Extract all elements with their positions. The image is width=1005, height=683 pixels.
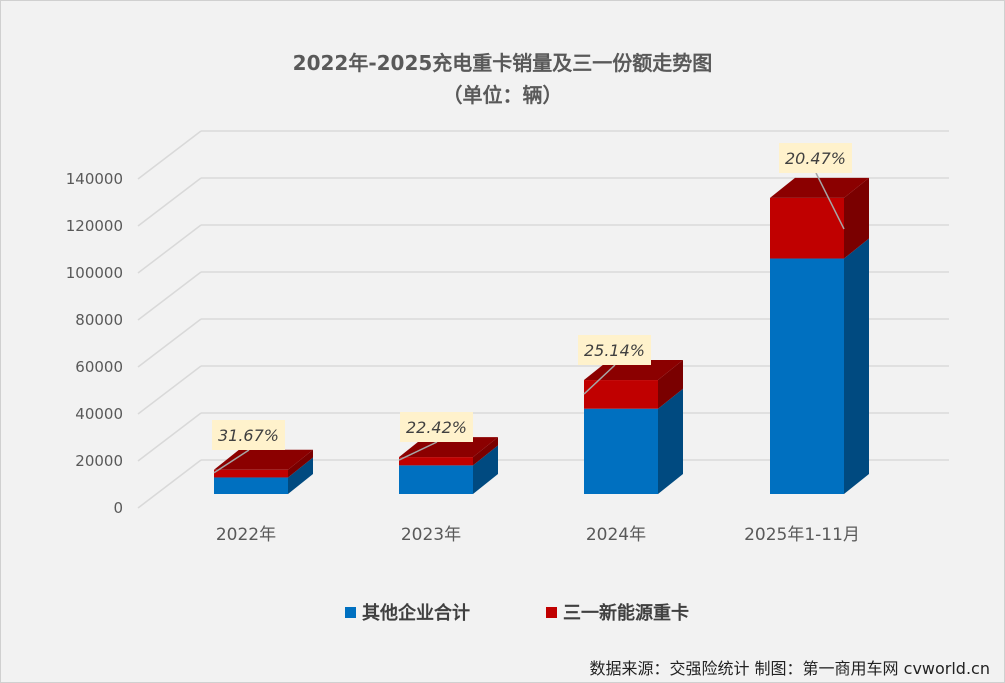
y-tick-label: 140000: [66, 170, 123, 188]
bar-side: [658, 388, 683, 494]
bar-top: [584, 360, 683, 381]
floor-gridline: [137, 224, 202, 274]
bar-segment-others: [584, 408, 658, 494]
legend-swatch-blue: [345, 606, 356, 618]
bar-top: [399, 437, 498, 458]
x-tick-label: 2022年: [216, 525, 276, 545]
y-tick-label: 120000: [66, 217, 123, 235]
floor-gridline: [137, 130, 202, 180]
data-label: 31.67%: [218, 426, 279, 445]
bar-segment-sany: [770, 197, 844, 259]
bar-segment-others: [214, 477, 288, 494]
bar-side: [288, 449, 313, 478]
leader-line: [398, 441, 438, 461]
bar-segment-sany: [584, 380, 658, 409]
floor-gridline: [137, 177, 202, 227]
y-tick-label: 0: [113, 499, 123, 517]
source-footer: 数据来源：交强险统计 制图：第一商用车网 cvworld.cn: [589, 659, 990, 678]
legend-swatch-red: [546, 606, 557, 618]
leader-line: [583, 364, 616, 395]
legend-label: 三一新能源重卡: [563, 603, 689, 624]
floor-gridline: [137, 271, 202, 321]
bar-side: [844, 238, 869, 494]
bar-segment-others: [770, 258, 844, 494]
legend-item-sany: 三一新能源重卡: [546, 599, 689, 625]
data-label: 22.42%: [406, 418, 467, 437]
bar-segment-others: [399, 465, 473, 494]
leader-line: [815, 172, 845, 230]
y-tick-label: 60000: [75, 358, 123, 376]
bar-top: [214, 449, 313, 470]
floor-gridline: [137, 412, 202, 462]
data-label-box: [779, 143, 852, 173]
bar-top: [770, 177, 869, 198]
y-tick-label: 40000: [75, 405, 123, 423]
floor-gridline: [137, 365, 202, 415]
legend-label: 其他企业合计: [362, 603, 470, 624]
x-tick-label: 2024年: [586, 525, 646, 545]
x-tick-label: 2025年1-11月: [744, 525, 860, 545]
bar-side: [288, 457, 313, 494]
chart-title: 2022年-2025充电重卡销量及三一份额走势图: [292, 51, 713, 75]
leader-line: [213, 449, 250, 474]
data-label: 20.47%: [785, 149, 846, 168]
legend-item-others: 其他企业合计: [345, 599, 470, 625]
y-tick-label: 20000: [75, 452, 123, 470]
floor-gridline: [137, 459, 202, 509]
y-tick-label: 80000: [75, 311, 123, 329]
data-label: 25.14%: [584, 341, 645, 360]
y-tick-label: 100000: [66, 264, 123, 282]
chart-subtitle: （单位：辆）: [442, 83, 563, 107]
data-label-box: [400, 412, 473, 442]
bar-segment-sany: [399, 457, 473, 466]
x-tick-label: 2023年: [401, 525, 461, 545]
floor-gridline: [137, 318, 202, 368]
bar-side: [844, 177, 869, 259]
data-label-box: [578, 335, 651, 365]
bar-segment-sany: [214, 469, 288, 478]
bar-side: [658, 360, 683, 409]
bar-side: [473, 445, 498, 494]
data-label-box: [212, 420, 285, 450]
bar-side: [473, 437, 498, 466]
